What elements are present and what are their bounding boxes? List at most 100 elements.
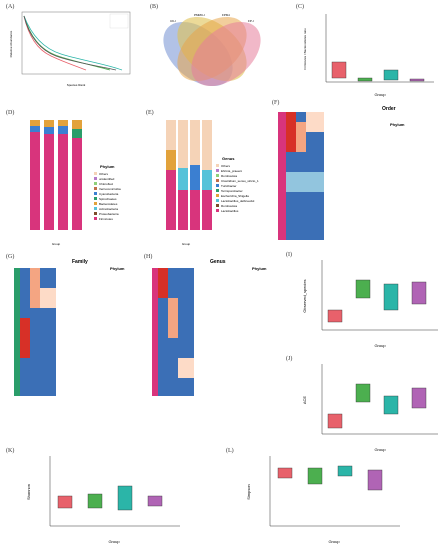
box-fp <box>411 387 427 409</box>
curve-pmmc <box>23 15 111 71</box>
box-fp <box>411 281 427 305</box>
panel-label: (L) <box>226 448 234 454</box>
box-fpm <box>383 283 399 311</box>
y-axis-label: Relative Abundance <box>9 30 13 57</box>
x-axis-label: Group <box>108 539 120 544</box>
box-ck <box>331 61 347 79</box>
box-fp <box>409 78 425 82</box>
box-pmmc <box>355 279 371 299</box>
y-axis-label: Simpson <box>246 484 251 500</box>
legend-item: Turicibacter <box>221 184 237 188</box>
legend-item: Romboutsia <box>221 204 237 208</box>
curve-ck <box>23 15 87 71</box>
legend-title: Phylum <box>252 266 267 271</box>
box-ck <box>57 495 73 509</box>
legend-item: Bacteroidetes <box>99 202 118 206</box>
panel-label: (F) <box>272 100 280 106</box>
x-axis-label: Group <box>374 343 386 348</box>
box-pmmc <box>87 493 103 509</box>
legend-item: Lactobacillus <box>221 209 239 213</box>
x-axis-label: Group <box>328 539 340 544</box>
x-axis-label: Group <box>52 242 61 246</box>
rank-abundance-chart: Species Rank Relative Abundance <box>9 11 131 87</box>
x-axis-label: Group <box>374 92 386 97</box>
y-axis-label: Observed_species <box>302 279 307 312</box>
y-axis-label: ACE <box>302 396 307 405</box>
panel-label: (K) <box>6 448 15 454</box>
legend-item: Others <box>221 164 231 168</box>
box-pmmc <box>357 77 373 82</box>
panel-label: (E) <box>146 110 154 116</box>
ace-boxplot: Group ACE <box>302 364 438 452</box>
legend-item: Spirochaetes <box>99 197 117 201</box>
legend-item: Actinobacteria <box>99 207 118 211</box>
legend-title: Phylum <box>100 164 115 169</box>
venn-diagram: CK-I PMMC-I FPM-I FP-I <box>163 13 261 87</box>
box-fpm <box>337 465 353 477</box>
genus-stacked-bars: Group Genus Others Ehrinia_praeeni Rombo… <box>166 120 259 246</box>
panel-e: (E) Group Genus Others Ehrinia_praeeni R… <box>146 110 271 250</box>
x-axis-label: Species Rank <box>67 83 86 87</box>
heatmap-title: Family <box>72 259 88 265</box>
box-pmmc <box>307 467 323 485</box>
legend-item: Chloroflexi <box>99 182 114 186</box>
panel-label: (I) <box>286 252 292 258</box>
box-fp <box>147 495 163 507</box>
venn-label-2: PMMC-I <box>194 13 205 17</box>
venn-label-3: FPM-I <box>222 13 230 17</box>
box-fpm <box>117 485 133 511</box>
panel-h: (H) Genus Phylum <box>144 254 282 404</box>
family-heatmap: Family Phylum <box>14 259 125 396</box>
simpson-boxplot: Group Simpson <box>246 456 400 544</box>
panel-label: (G) <box>6 254 15 260</box>
phylum-stacked-bars: Group Phylum Others unidentified Chlorof… <box>30 120 121 246</box>
legend-title: Genus <box>222 156 235 161</box>
panel-a: (A) Species Rank Relative Abundance <box>6 4 136 94</box>
panel-j: (J) Group ACE <box>286 356 444 456</box>
box-ck <box>277 467 293 479</box>
observed-species-boxplot: Group Observed_species <box>302 260 438 348</box>
legend-item: Firmicutes <box>99 217 113 221</box>
panel-i: (I) Group Observed_species <box>286 252 444 352</box>
genus-heatmap: Genus Phylum <box>152 259 267 396</box>
ratio-boxplot: Group Firmicutes / Bacteroidetes ratio <box>303 14 434 97</box>
legend-item: Lactobacillus_delbrueckii <box>221 199 255 203</box>
legend-title: Phylum <box>110 266 125 271</box>
y-axis-label: Shannon <box>26 484 31 500</box>
panel-label: (C) <box>296 4 304 10</box>
legend-item: Romboutsia <box>221 174 237 178</box>
venn-set-4 <box>191 21 261 87</box>
legend-item: Terrisporobacter <box>221 189 243 193</box>
venn-label-4: FP-I <box>248 19 254 23</box>
legend-item: Cyanobacteria <box>99 192 119 196</box>
legend-item: Proteobacteria <box>99 212 119 216</box>
legend-item: unidentified <box>99 177 115 181</box>
panel-f: (F) Order Phylum <box>272 100 444 250</box>
panel-label: (A) <box>6 4 15 10</box>
box-ck <box>327 309 343 323</box>
box-pmmc <box>355 383 371 403</box>
box-fp <box>367 469 383 491</box>
box-fpm <box>383 69 399 81</box>
panel-g: (G) Family Phylum <box>6 254 141 404</box>
curve-fp <box>23 15 117 71</box>
panel-l: (L) Group Simpson <box>226 448 404 548</box>
legend-item: Verrucomicrobia <box>99 187 121 191</box>
legend-item: Ehrinia_praeeni <box>221 169 242 173</box>
box-ck <box>327 413 343 429</box>
heatmap-title: Genus <box>210 259 226 265</box>
panel-c: (C) Group Firmicutes / Bacteroidetes rat… <box>296 4 441 99</box>
shannon-boxplot: Group Shannon <box>26 456 180 544</box>
box-fpm <box>383 395 399 415</box>
legend-item: Escherichia_Shigella <box>221 194 249 198</box>
legend-title: Phylum <box>390 122 405 127</box>
panel-label: (B) <box>150 4 158 10</box>
legend-item: Clostridium_sensu_stricto_1 <box>221 179 259 183</box>
legend-item: Others <box>99 172 109 176</box>
panel-label: (D) <box>6 110 15 116</box>
panel-label: (J) <box>286 356 293 362</box>
x-axis-label: Group <box>374 447 386 452</box>
venn-label-1: CK-I <box>170 19 176 23</box>
y-axis-label: Firmicutes / Bacteroidetes ratio <box>303 28 307 70</box>
x-axis-label: Group <box>182 242 191 246</box>
